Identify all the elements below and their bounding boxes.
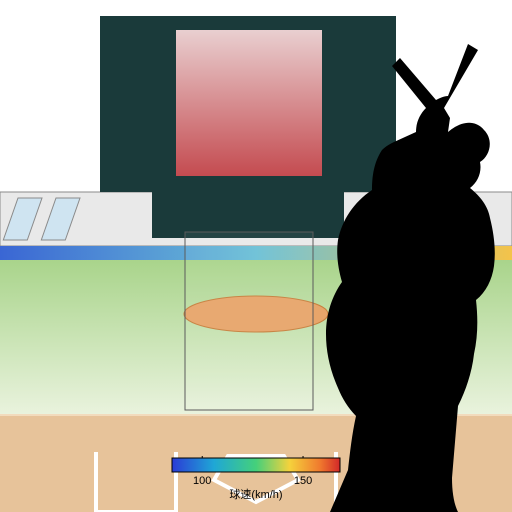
baseball-pitch-view: 100 150 球速(km/h): [0, 0, 512, 512]
scoreboard-screen: [176, 30, 322, 176]
colorbar-tick-label: 100: [193, 475, 211, 487]
colorbar-tick-label: 150: [294, 475, 312, 487]
colorbar-axis-label: 球速(km/h): [229, 487, 282, 501]
strike-zone: [185, 232, 313, 410]
scene-svg: 100 150 球速(km/h): [0, 0, 512, 512]
scoreboard-base: [152, 192, 344, 238]
velocity-colorbar: [172, 458, 340, 472]
